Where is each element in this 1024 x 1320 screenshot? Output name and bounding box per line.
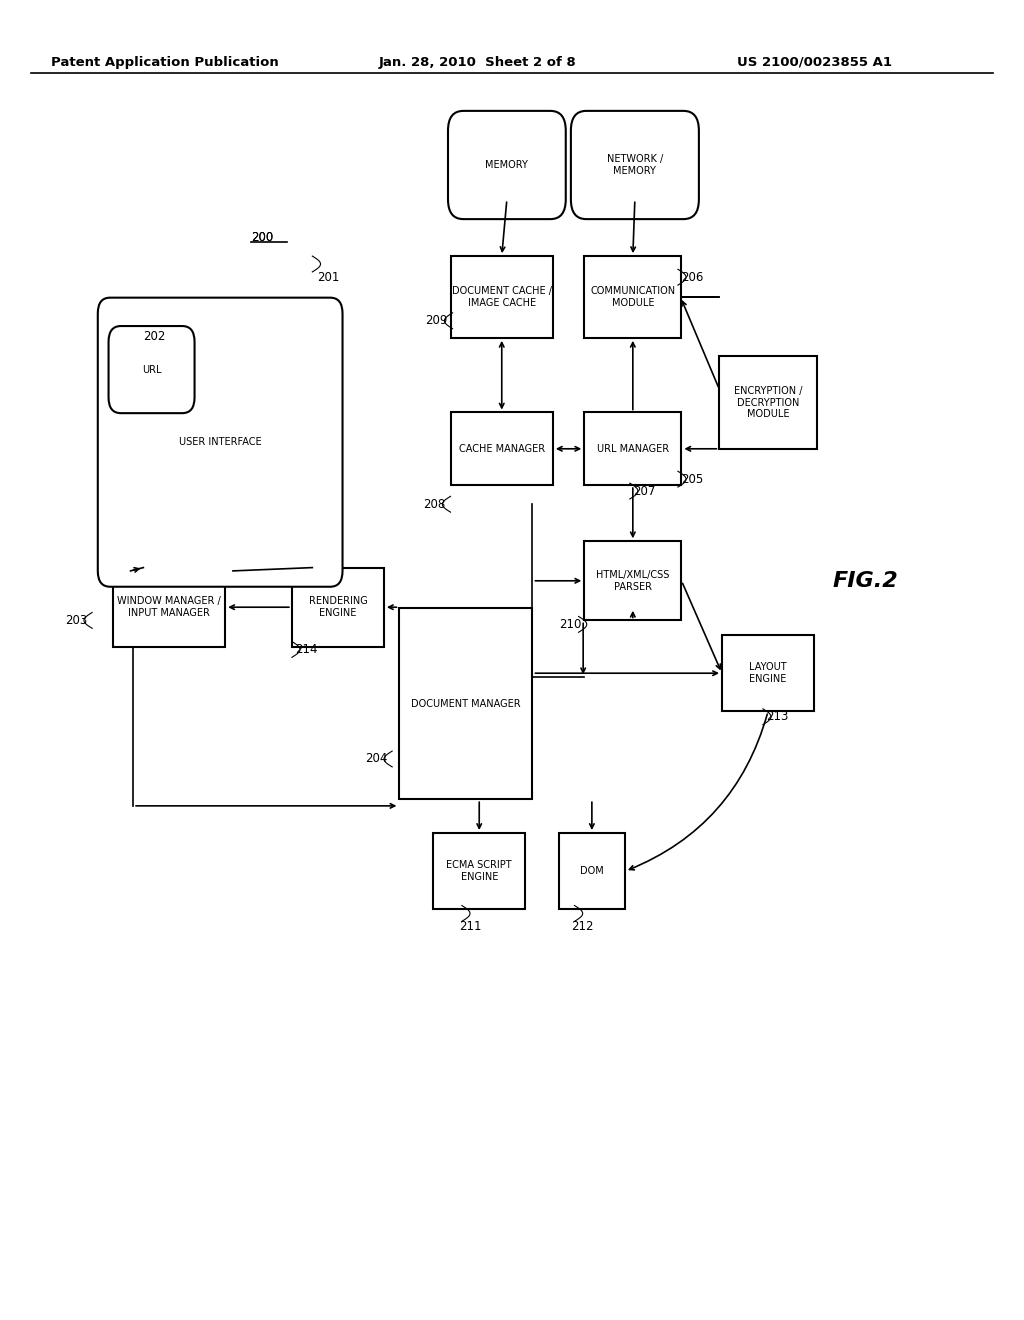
Text: LAYOUT
ENGINE: LAYOUT ENGINE: [750, 663, 786, 684]
Bar: [584, 256, 682, 338]
Text: DOCUMENT CACHE /
IMAGE CACHE: DOCUMENT CACHE / IMAGE CACHE: [452, 286, 552, 308]
Text: 212: 212: [571, 920, 594, 933]
Text: RENDERING
ENGINE: RENDERING ENGINE: [308, 597, 368, 618]
Bar: [113, 568, 225, 647]
Text: 200: 200: [251, 231, 273, 244]
Bar: [719, 356, 817, 449]
Text: 204: 204: [365, 752, 387, 766]
Text: 214: 214: [295, 643, 317, 656]
Text: US 2100/0023855 A1: US 2100/0023855 A1: [737, 55, 892, 69]
Text: WINDOW MANAGER /
INPUT MANAGER: WINDOW MANAGER / INPUT MANAGER: [117, 597, 221, 618]
Text: DOM: DOM: [580, 866, 604, 876]
Text: CACHE MANAGER: CACHE MANAGER: [459, 444, 545, 454]
Text: DOCUMENT MANAGER: DOCUMENT MANAGER: [411, 698, 521, 709]
Text: ENCRYPTION /
DECRYPTION
MODULE: ENCRYPTION / DECRYPTION MODULE: [734, 385, 802, 420]
Bar: [451, 412, 553, 484]
Text: 202: 202: [143, 330, 166, 343]
Text: 211: 211: [459, 920, 481, 933]
Text: USER INTERFACE: USER INTERFACE: [179, 437, 261, 447]
Bar: [584, 412, 682, 484]
FancyBboxPatch shape: [109, 326, 195, 413]
Bar: [399, 607, 532, 799]
Text: 206: 206: [681, 271, 703, 284]
Text: URL MANAGER: URL MANAGER: [597, 444, 669, 454]
Text: 205: 205: [681, 473, 703, 486]
Bar: [292, 568, 384, 647]
Text: URL: URL: [141, 364, 162, 375]
Text: HTML/XML/CSS
PARSER: HTML/XML/CSS PARSER: [596, 570, 670, 591]
Text: 207: 207: [633, 484, 655, 498]
Bar: [451, 256, 553, 338]
Text: 201: 201: [317, 271, 340, 284]
Bar: [584, 541, 682, 620]
FancyBboxPatch shape: [449, 111, 565, 219]
Text: 209: 209: [425, 314, 447, 327]
Text: MEMORY: MEMORY: [485, 160, 528, 170]
Text: Jan. 28, 2010  Sheet 2 of 8: Jan. 28, 2010 Sheet 2 of 8: [379, 55, 577, 69]
Text: COMMUNICATION
MODULE: COMMUNICATION MODULE: [590, 286, 676, 308]
Text: 210: 210: [559, 618, 582, 631]
Text: 213: 213: [766, 710, 788, 723]
Bar: [559, 833, 625, 909]
Text: ECMA SCRIPT
ENGINE: ECMA SCRIPT ENGINE: [446, 861, 512, 882]
FancyBboxPatch shape: [98, 298, 342, 586]
FancyBboxPatch shape: [571, 111, 698, 219]
Bar: [722, 635, 814, 711]
Text: Patent Application Publication: Patent Application Publication: [51, 55, 279, 69]
Text: 208: 208: [423, 498, 445, 511]
Text: 200: 200: [251, 231, 273, 244]
Text: NETWORK /
MEMORY: NETWORK / MEMORY: [607, 154, 663, 176]
Text: 203: 203: [65, 614, 87, 627]
Text: FIG.2: FIG.2: [833, 570, 898, 591]
Bar: [433, 833, 525, 909]
